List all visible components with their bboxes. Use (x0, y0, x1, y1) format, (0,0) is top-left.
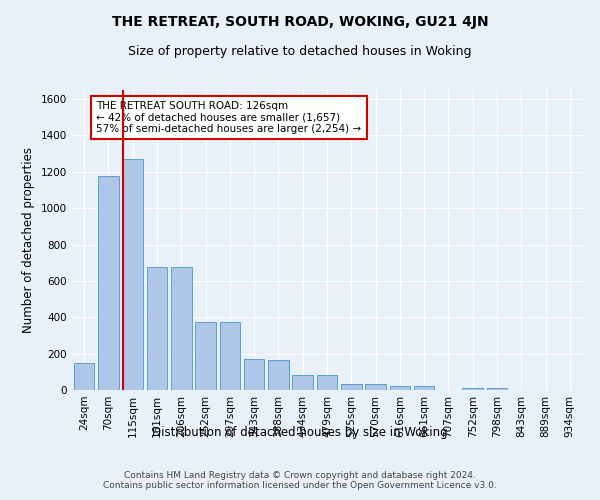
Bar (389, 386, 410, 390)
Bar (146, 266, 167, 390)
Bar (268, 360, 289, 390)
Text: Distribution of detached houses by size in Woking: Distribution of detached houses by size … (152, 426, 448, 439)
Bar (341, 384, 362, 390)
Text: THE RETREAT SOUTH ROAD: 126sqm
← 42% of detached houses are smaller (1,657)
57% : THE RETREAT SOUTH ROAD: 126sqm ← 42% of … (96, 101, 361, 134)
Bar (195, 322, 216, 390)
Bar (74, 363, 94, 390)
Text: Size of property relative to detached houses in Woking: Size of property relative to detached ho… (128, 45, 472, 58)
Bar (317, 374, 337, 390)
Bar (220, 322, 240, 390)
Bar (365, 384, 386, 390)
Bar (244, 359, 265, 390)
Text: Contains HM Land Registry data © Crown copyright and database right 2024.
Contai: Contains HM Land Registry data © Crown c… (103, 470, 497, 490)
Text: THE RETREAT, SOUTH ROAD, WOKING, GU21 4JN: THE RETREAT, SOUTH ROAD, WOKING, GU21 4J… (112, 15, 488, 29)
Bar (414, 386, 434, 390)
Bar (487, 388, 508, 390)
Bar (98, 176, 119, 390)
Y-axis label: Number of detached properties: Number of detached properties (22, 147, 35, 333)
Bar (122, 159, 143, 390)
Bar (292, 374, 313, 390)
Bar (463, 388, 483, 390)
Bar (171, 268, 191, 390)
